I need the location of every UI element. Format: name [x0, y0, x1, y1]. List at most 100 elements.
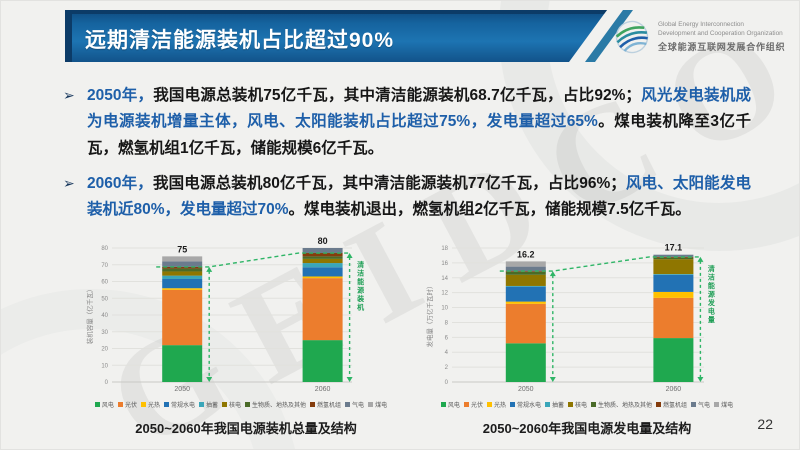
- bar-segment-生物质、地热及其他: [505, 271, 546, 275]
- legend-swatch: [486, 402, 492, 407]
- legend-item: 风电: [440, 400, 460, 409]
- legend-swatch: [222, 402, 227, 407]
- legend-item: 生物质、地热及其他: [245, 400, 306, 409]
- legend-swatch: [345, 402, 351, 407]
- title-banner: [65, 10, 633, 62]
- bullet-text-segment: 我国电源总装机75亿千瓦，其中清洁能源装机68.7亿千瓦，占比92%；: [153, 87, 641, 104]
- bullet-list: ➢ 2050年，我国电源总装机75亿千瓦，其中清洁能源装机68.7亿千瓦，占比92…: [63, 83, 751, 233]
- bar-segment-燃氢机组: [505, 271, 546, 272]
- bar-segment-光热: [162, 288, 203, 290]
- svg-text:0: 0: [105, 380, 109, 386]
- legend-item: 燃氢机组: [656, 400, 687, 409]
- bar-segment-抽蓄: [653, 274, 694, 275]
- svg-text:18: 18: [441, 246, 448, 252]
- bullet-arrow-icon: ➢: [63, 175, 75, 192]
- page-number: 22: [757, 416, 773, 432]
- svg-text:装机容量（亿千瓦）: 装机容量（亿千瓦）: [85, 286, 94, 345]
- bar-segment-核电: [302, 258, 343, 264]
- bullet-text-segment: 。煤电装机降至3亿千瓦，燃氢机组1亿千瓦，储能规模6亿千瓦。: [87, 113, 751, 157]
- legend-label: 核电: [575, 403, 588, 409]
- legend-swatch: [463, 402, 469, 407]
- svg-text:70: 70: [101, 263, 108, 269]
- legend-item: 生物质、地热及其他: [591, 400, 652, 409]
- legend-label: 燃氢机组: [663, 403, 688, 409]
- legend-item: 核电: [568, 400, 587, 409]
- legend-item: 气电: [691, 400, 710, 409]
- legend-swatch: [140, 402, 146, 407]
- legend-swatch: [94, 402, 100, 407]
- svg-text:2050: 2050: [518, 386, 534, 393]
- legend-label: 风电: [101, 403, 114, 409]
- svg-text:6: 6: [445, 335, 449, 341]
- legend-swatch: [117, 402, 123, 407]
- svg-text:10: 10: [101, 363, 108, 369]
- svg-text:12: 12: [441, 291, 448, 297]
- bar-segment-燃氢机组: [653, 256, 694, 258]
- bar-segment-煤电: [162, 256, 203, 262]
- bar-segment-气电: [653, 254, 694, 257]
- legend-swatch: [440, 402, 446, 407]
- bar-segment-煤电: [505, 261, 546, 267]
- svg-text:16: 16: [441, 261, 448, 267]
- legend-label: 生物质、地热及其他: [598, 403, 653, 409]
- bar-segment-核电: [653, 259, 694, 275]
- bar-segment-生物质、地热及其他: [653, 257, 694, 260]
- legend-label: 气电: [698, 403, 711, 409]
- legend-swatch: [310, 402, 316, 407]
- svg-text:40: 40: [101, 313, 108, 319]
- legend-item: 光热: [140, 400, 160, 409]
- svg-text:80: 80: [101, 246, 108, 252]
- legend-label: 核电: [229, 403, 242, 409]
- bullet-text-segment: 。煤电装机退出，燃氢机组2亿千瓦，储能规模7.5亿千瓦。: [288, 201, 691, 219]
- bar-segment-光伏: [162, 289, 203, 346]
- svg-text:80: 80: [318, 236, 328, 246]
- bar-segment-风电: [505, 343, 546, 382]
- svg-text:2060: 2060: [315, 386, 331, 393]
- legend-swatch: [568, 402, 573, 407]
- legend-item: 气电: [345, 400, 364, 409]
- svg-text:10: 10: [441, 306, 448, 312]
- globe-icon: [615, 20, 649, 54]
- chart-caption-capacity: 2050~2060年我国电源装机总量及结构: [135, 421, 357, 436]
- bar-segment-光热: [505, 301, 546, 304]
- bar-segment-光伏: [653, 297, 694, 339]
- bar-segment-核电: [162, 271, 203, 276]
- legend-label: 燃氢机组: [317, 403, 342, 409]
- bar-segment-光热: [302, 276, 343, 279]
- bar-segment-抽蓄: [505, 285, 546, 287]
- bullet-text-segment: 2060年，: [87, 175, 153, 193]
- logo-text: Global Energy Interconnection Developmen…: [658, 21, 785, 53]
- bullet-item: ➢ 2050年，我国电源总装机75亿千瓦，其中清洁能源装机68.7亿千瓦，占比92…: [63, 83, 751, 162]
- legend-swatch: [245, 402, 251, 407]
- bar-segment-抽蓄: [162, 275, 203, 279]
- legend-item: 光伏: [463, 400, 483, 409]
- legend-label: 光伏: [124, 403, 137, 409]
- bar-segment-燃氢机组: [302, 253, 343, 257]
- legend-swatch: [163, 402, 169, 407]
- chart-caption-generation: 2050~2060年我国电源发电量及结构: [482, 421, 692, 436]
- svg-text:60: 60: [101, 280, 108, 286]
- bullet-text-segment: 我国电源总装机80亿千瓦，其中清洁能源装机77亿千瓦，占比96%；: [152, 175, 626, 193]
- bullet-text-segment: 风光发电装机成为电源装机增量主体，风电、太阳能装机占比超过75%，发电量超过65…: [87, 87, 751, 131]
- bullet-text-segment: 风电、太阳能发电装机近80%，发电量超过70%: [87, 175, 751, 219]
- svg-text:20: 20: [101, 347, 108, 353]
- bar-segment-生物质、地热及其他: [162, 268, 203, 272]
- clean-energy-vertical-label: 清洁能源发电量: [707, 264, 716, 324]
- legend-swatch: [509, 402, 515, 407]
- logo-org-en-2: Development and Cooperation Organization: [658, 29, 783, 37]
- legend-label: 光热: [147, 403, 160, 409]
- logo-org-en-1: Global Energy Interconnection: [658, 21, 744, 29]
- legend-label: 光热: [493, 403, 506, 409]
- svg-text:0: 0: [445, 380, 449, 386]
- legend-swatch: [368, 402, 374, 407]
- stacked-bar-chart: 0 2 4 6 8 10 12 14 16 18 发电量（万亿千瓦时） 16.2 2050 17.1 206…: [425, 243, 716, 393]
- bullet-arrow-icon: ➢: [63, 87, 75, 103]
- chart-installed-capacity: 0 10 20 30 40 50 60 70 80 装机容量（亿千瓦） 75 2050 80 2060 清洁…: [84, 234, 398, 409]
- bar-segment-光伏: [302, 278, 343, 341]
- bar-segment-抽蓄: [302, 263, 343, 268]
- svg-text:2050: 2050: [174, 386, 190, 393]
- bar-segment-常规水电: [653, 274, 694, 292]
- legend-label: 煤电: [375, 403, 388, 409]
- svg-text:17.1: 17.1: [665, 243, 683, 253]
- bar-segment-风电: [653, 338, 694, 382]
